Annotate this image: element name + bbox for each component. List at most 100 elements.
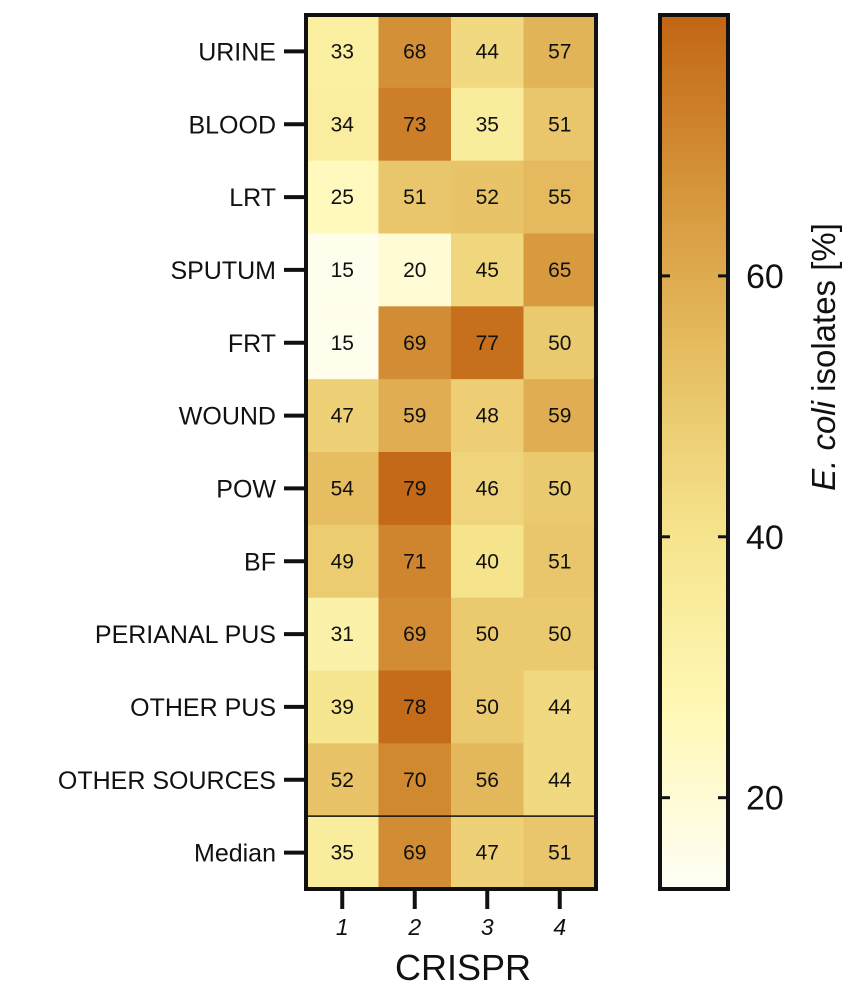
heatmap-cell	[451, 15, 524, 89]
cell-value: 69	[403, 623, 426, 646]
heatmap-frame	[304, 13, 598, 891]
cell-value: 31	[331, 623, 354, 646]
row-label: LRT	[229, 184, 276, 212]
heatmap-cell	[523, 597, 597, 671]
heatmap-cell	[306, 233, 379, 307]
heatmap-cell	[451, 160, 524, 234]
cell-value: 51	[548, 113, 571, 136]
colorbar-title-italic: E. coli	[805, 399, 842, 491]
heatmap-cell	[306, 160, 379, 234]
heatmap-cell	[306, 87, 379, 162]
cell-value: 47	[331, 405, 354, 428]
cell-value: 25	[331, 186, 354, 209]
heatmap-cell	[523, 306, 597, 380]
row-label: PERIANAL PUS	[95, 621, 276, 649]
cell-value: 51	[548, 550, 571, 573]
cell-value: 50	[548, 477, 571, 500]
cell-value: 59	[403, 405, 426, 428]
heatmap-cell	[451, 306, 524, 380]
cell-value: 50	[548, 332, 571, 355]
heatmap-cell	[451, 233, 524, 307]
heatmap-cell	[306, 306, 379, 380]
cell-value: 34	[331, 113, 355, 136]
cell-value: 50	[476, 623, 499, 646]
colorbar: 20 40 60 E. coli isolates [%]	[658, 13, 842, 891]
heatmap-cell	[306, 743, 379, 817]
heatmap-cell	[378, 233, 452, 307]
row-label: SPUTUM	[170, 257, 276, 285]
row-label: WOUND	[179, 403, 276, 431]
column-label: 3	[481, 914, 494, 940]
cell-value: 50	[548, 623, 571, 646]
column-label: 4	[553, 914, 566, 940]
cell-value: 48	[476, 405, 499, 428]
heatmap-cell	[306, 452, 379, 526]
heatmap-cell	[523, 87, 597, 162]
cell-value: 47	[476, 842, 499, 865]
cell-value: 15	[331, 259, 354, 282]
heatmap-cell	[378, 160, 452, 234]
heatmap-cell	[451, 87, 524, 162]
heatmap-cell	[523, 379, 597, 453]
heatmap-cell	[306, 524, 379, 599]
heatmap-cell	[378, 87, 452, 162]
heatmap-cell	[451, 816, 524, 890]
colorbar-title-rest: isolates [%]	[805, 223, 842, 401]
row-labels: URINE BLOOD LRT SPUTUM FRT WOUND POW BF PERIANAL…	[58, 38, 306, 868]
cell-value: 33	[331, 40, 354, 63]
cell-value: 35	[331, 842, 354, 865]
cell-value: 79	[403, 477, 426, 500]
cell-value: 39	[331, 696, 354, 719]
cell-value: 73	[403, 113, 426, 136]
cell-value: 54	[331, 477, 355, 500]
heatmap-cell	[523, 233, 597, 307]
heatmap-cell	[378, 670, 452, 744]
heatmap-cell	[451, 743, 524, 817]
heatmap-cell	[523, 15, 597, 89]
row-label: URINE	[198, 38, 276, 66]
heatmap-cell	[378, 306, 452, 380]
heatmap-cell	[523, 743, 597, 817]
heatmap-cell	[378, 379, 452, 453]
heatmap-cell	[523, 816, 597, 890]
column-label: 1	[336, 914, 349, 940]
heatmap-cell	[451, 452, 524, 526]
heatmap-cell	[378, 15, 452, 89]
cell-value: 44	[548, 769, 572, 792]
cell-value: 78	[403, 696, 426, 719]
cell-value: 68	[403, 40, 426, 63]
row-label: FRT	[228, 330, 276, 358]
cell-value: 45	[476, 259, 499, 282]
row-label: OTHER PUS	[130, 694, 276, 722]
row-label: BLOOD	[188, 111, 276, 139]
cell-value: 52	[331, 769, 354, 792]
heatmap-cell	[378, 524, 452, 599]
cell-value: 55	[548, 186, 571, 209]
cell-value: 52	[476, 186, 499, 209]
cell-value: 57	[548, 40, 571, 63]
heatmap-cell	[451, 379, 524, 453]
heatmap-cell	[306, 597, 379, 671]
cell-value: 51	[548, 842, 571, 865]
heatmap-cell	[523, 160, 597, 234]
heatmap-cell	[451, 670, 524, 744]
row-label: Median	[194, 840, 276, 868]
cell-value: 35	[476, 113, 499, 136]
row-label: OTHER SOURCES	[58, 767, 276, 795]
heatmap-cell	[306, 670, 379, 744]
cell-value: 69	[403, 842, 426, 865]
colorbar-tick-label: 40	[746, 519, 784, 557]
heatmap-cell	[523, 452, 597, 526]
heatmap-cell	[523, 524, 597, 599]
cell-value: 44	[476, 40, 500, 63]
cell-value: 15	[331, 332, 354, 355]
cell-value: 51	[403, 186, 426, 209]
heatmap-cell	[523, 670, 597, 744]
row-label: POW	[216, 475, 276, 503]
cell-value: 65	[548, 259, 571, 282]
cell-value: 40	[476, 550, 499, 573]
cell-value: 49	[331, 550, 354, 573]
heatmap-cell	[306, 379, 379, 453]
column-label: 2	[407, 914, 421, 940]
